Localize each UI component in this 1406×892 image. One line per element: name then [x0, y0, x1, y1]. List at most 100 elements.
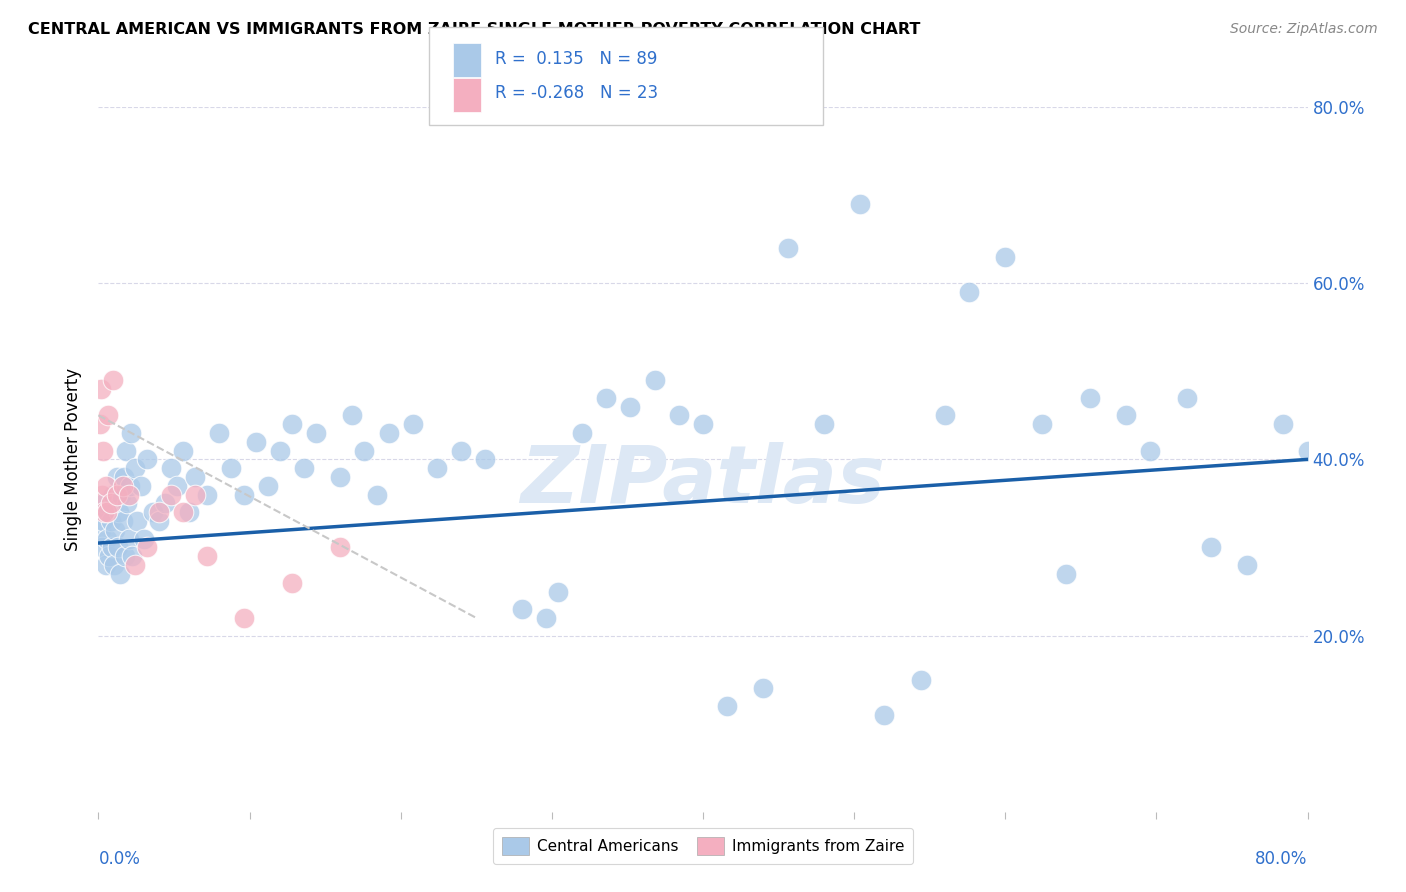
Point: [619, 400, 641, 414]
Point: [752, 681, 775, 696]
Point: [101, 487, 124, 501]
Point: [172, 505, 194, 519]
Point: [873, 707, 896, 722]
Point: [195, 549, 218, 564]
Text: 80.0%: 80.0%: [1256, 850, 1308, 869]
Point: [329, 470, 352, 484]
Point: [97, 409, 120, 423]
Point: [281, 575, 304, 590]
Point: [118, 487, 141, 501]
Point: [256, 479, 278, 493]
Point: [94, 558, 117, 573]
Point: [97, 505, 120, 519]
Point: [93, 496, 115, 510]
Text: ZIPatlas: ZIPatlas: [520, 442, 886, 519]
Point: [135, 452, 157, 467]
Text: R = -0.268   N = 23: R = -0.268 N = 23: [495, 85, 658, 103]
Point: [402, 417, 425, 432]
Point: [305, 425, 328, 440]
Text: 0.0%: 0.0%: [98, 850, 141, 869]
Text: R =  0.135   N = 89: R = 0.135 N = 89: [495, 50, 657, 68]
Point: [100, 541, 122, 555]
Point: [450, 443, 472, 458]
Point: [115, 443, 138, 458]
Point: [118, 479, 141, 493]
Point: [692, 417, 714, 432]
Point: [98, 549, 121, 564]
Legend: Central Americans, Immigrants from Zaire: Central Americans, Immigrants from Zaire: [492, 828, 914, 864]
Point: [668, 409, 690, 423]
Point: [1031, 417, 1053, 432]
Point: [93, 505, 115, 519]
Point: [96, 505, 118, 519]
Point: [91, 443, 114, 458]
Point: [342, 409, 364, 423]
Point: [100, 514, 122, 528]
Point: [221, 461, 243, 475]
Point: [101, 373, 124, 387]
Point: [107, 541, 129, 555]
Point: [105, 487, 128, 501]
Point: [1054, 566, 1077, 581]
Point: [377, 425, 399, 440]
Point: [910, 673, 932, 687]
Point: [776, 241, 799, 255]
Point: [1199, 541, 1222, 555]
Point: [534, 611, 557, 625]
Point: [1175, 391, 1198, 405]
Point: [595, 391, 617, 405]
Point: [134, 532, 156, 546]
Point: [153, 496, 176, 510]
Point: [94, 479, 117, 493]
Point: [108, 505, 131, 519]
Point: [269, 443, 291, 458]
Y-axis label: Single Mother Poverty: Single Mother Poverty: [65, 368, 83, 551]
Point: [934, 409, 956, 423]
Point: [142, 505, 165, 519]
Point: [100, 496, 122, 510]
Point: [127, 514, 149, 528]
Point: [184, 470, 207, 484]
Point: [111, 514, 134, 528]
Point: [353, 443, 375, 458]
Text: Source: ZipAtlas.com: Source: ZipAtlas.com: [1230, 22, 1378, 37]
Point: [474, 452, 496, 467]
Point: [111, 479, 134, 493]
Point: [117, 496, 139, 510]
Point: [129, 479, 152, 493]
Point: [160, 487, 183, 501]
Point: [957, 285, 980, 299]
Point: [849, 197, 872, 211]
Point: [112, 470, 135, 484]
Point: [96, 532, 118, 546]
Point: [91, 514, 114, 528]
Point: [89, 417, 111, 432]
Point: [172, 443, 194, 458]
Point: [329, 541, 352, 555]
Point: [571, 425, 593, 440]
Point: [1320, 425, 1343, 440]
Point: [232, 611, 254, 625]
Point: [124, 461, 146, 475]
Point: [232, 487, 254, 501]
Point: [1272, 417, 1295, 432]
Point: [644, 373, 666, 387]
Point: [813, 417, 835, 432]
Text: CENTRAL AMERICAN VS IMMIGRANTS FROM ZAIRE SINGLE MOTHER POVERTY CORRELATION CHAR: CENTRAL AMERICAN VS IMMIGRANTS FROM ZAIR…: [28, 22, 921, 37]
Point: [148, 514, 170, 528]
Point: [120, 425, 142, 440]
Point: [184, 487, 207, 501]
Point: [1236, 558, 1258, 573]
Point: [281, 417, 304, 432]
Point: [1296, 443, 1319, 458]
Point: [108, 566, 131, 581]
Point: [510, 602, 533, 616]
Point: [245, 434, 267, 449]
Point: [716, 699, 738, 714]
Point: [195, 487, 218, 501]
Point: [104, 523, 127, 537]
Point: [118, 532, 141, 546]
Point: [547, 584, 569, 599]
Point: [1078, 391, 1101, 405]
Point: [103, 558, 125, 573]
